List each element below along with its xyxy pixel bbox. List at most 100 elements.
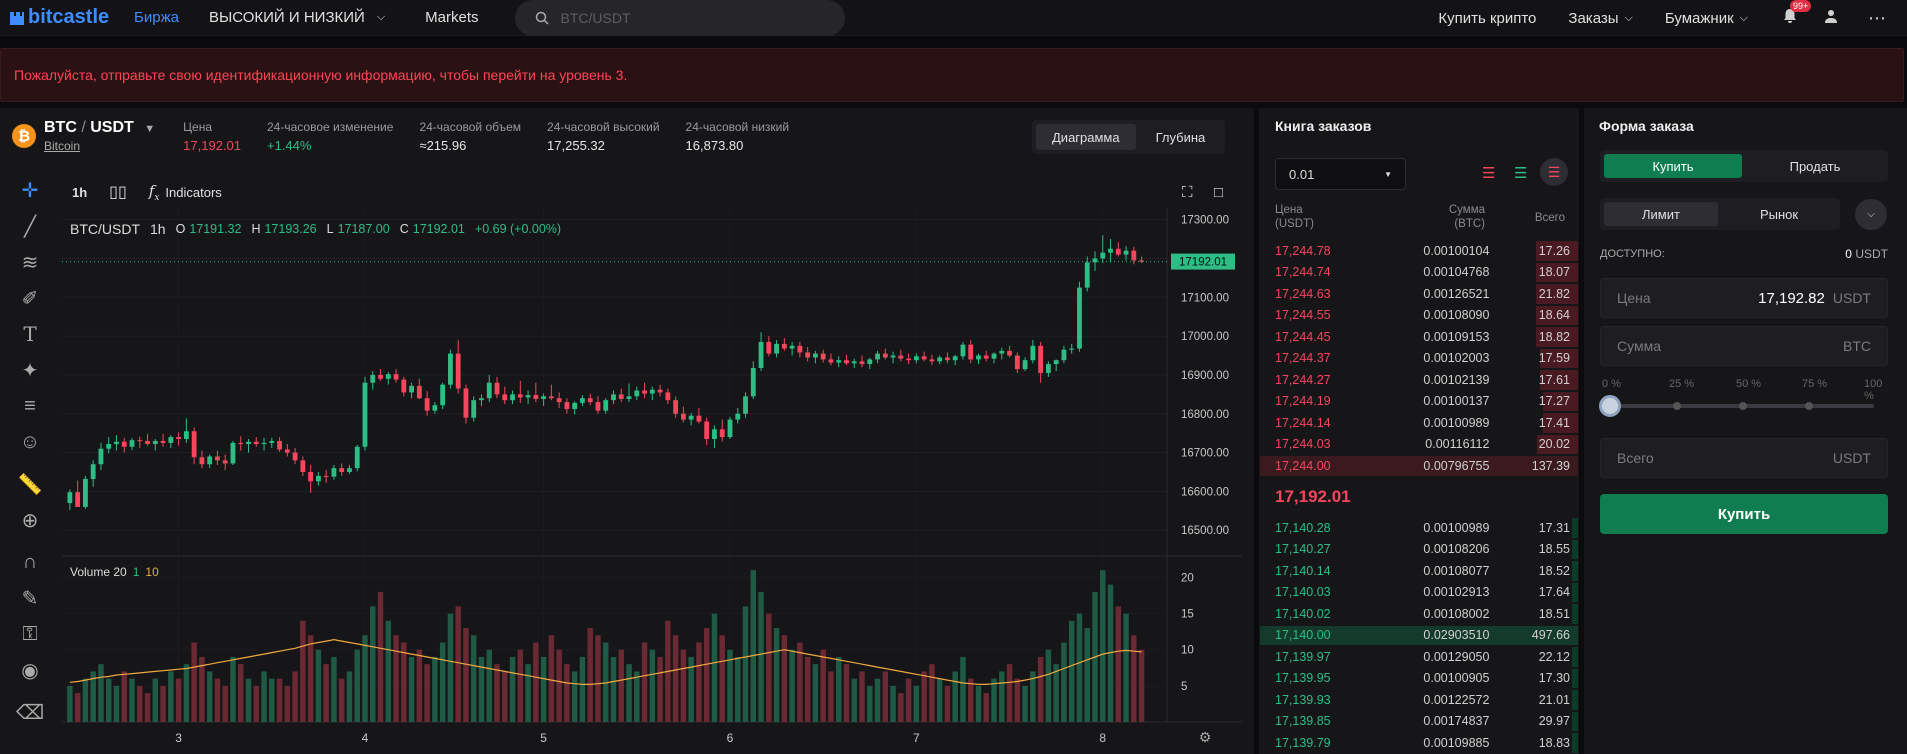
text-tool-icon[interactable]: T [23, 322, 37, 346]
price-field[interactable]: Цена 17,192.82 USDT [1600, 278, 1888, 318]
ask-row[interactable]: 17,244.74 0.00104768 18.07 [1260, 262, 1578, 284]
measure-lines-icon[interactable]: ≡ [24, 394, 36, 417]
view-asks-icon[interactable]: ☰ [1540, 158, 1568, 186]
crosshair-icon[interactable]: ✛ [21, 179, 39, 202]
indicators-button[interactable]: fx Indicators [149, 182, 222, 203]
row-price: 17,140.02 [1275, 606, 1331, 621]
pair-selector[interactable]: ₿ BTC / USDT ▼ Bitcoin [12, 119, 155, 153]
candle-body [525, 395, 531, 398]
interval-button[interactable]: 1h [72, 184, 88, 200]
candle-type-icon[interactable]: ▯▯ [109, 184, 127, 201]
ruler-icon[interactable]: 📏 [17, 473, 43, 496]
view-both-icon[interactable]: ☰ [1482, 165, 1496, 182]
more-dots-icon: ⋯ [1868, 7, 1887, 28]
candle-body [712, 429, 717, 439]
logo[interactable]: bitcastle [8, 6, 112, 29]
time-tick-label: 6 [727, 731, 734, 745]
bid-row[interactable]: 17,140.03 0.00102913 17.64 [1260, 582, 1578, 604]
nav-wallet[interactable]: Бумажник ⌵ [1665, 10, 1748, 27]
nav-orders[interactable]: Заказы ⌵ [1568, 10, 1632, 27]
buy-submit-button[interactable]: Купить [1600, 494, 1888, 534]
ask-row[interactable]: 17,244.03 0.00116112 20.02 [1260, 434, 1578, 456]
emoji-icon[interactable]: ☺ [19, 430, 41, 453]
volume-bar [261, 671, 267, 722]
ask-row[interactable]: 17,244.37 0.00102003 17.59 [1260, 348, 1578, 370]
user-button[interactable] [1824, 9, 1838, 28]
total-field[interactable]: Всего USDT [1600, 438, 1888, 478]
candle-body [253, 441, 259, 445]
fullscreen-icon[interactable]: ⛶ [1182, 183, 1193, 201]
bid-row[interactable]: 17,139.95 0.00100905 17.30 [1260, 668, 1578, 690]
notifications-button[interactable]: 99+ [1782, 0, 1812, 29]
ask-row[interactable]: 17,244.45 0.00109153 18.82 [1260, 326, 1578, 348]
ask-row[interactable]: 17,244.63 0.00126521 21.82 [1260, 283, 1578, 305]
pencil-lock-icon[interactable]: ✎ [21, 587, 39, 610]
candle-body [183, 431, 189, 439]
nav-markets[interactable]: Markets [425, 9, 478, 26]
tab-depth[interactable]: Глубина [1155, 129, 1206, 145]
volume-bar [936, 678, 943, 722]
bid-row[interactable]: 17,140.14 0.00108077 18.52 [1260, 560, 1578, 582]
tab-market[interactable]: Рынок [1759, 206, 1799, 222]
amount-field[interactable]: Сумма BTC [1600, 326, 1888, 366]
candle-body [385, 374, 391, 379]
amount-slider[interactable] [1599, 395, 1874, 417]
zoom-in-icon[interactable]: ⊕ [21, 509, 39, 532]
ask-row[interactable]: 17,244.27 0.00102139 17.61 [1260, 369, 1578, 391]
search-input[interactable] [560, 9, 821, 26]
coin-name-link[interactable]: Bitcoin [44, 139, 81, 153]
ask-row[interactable]: 17,244.19 0.00100137 17.27 [1260, 391, 1578, 413]
candle-body [991, 353, 997, 359]
candle-body [1100, 252, 1106, 259]
more-menu-button[interactable]: ⋯ [1868, 8, 1887, 29]
view-bids-icon[interactable]: ☰ [1514, 165, 1528, 182]
ask-row[interactable]: 17,244.55 0.00108090 18.64 [1260, 305, 1578, 327]
bid-row[interactable]: 17,140.27 0.00108206 18.55 [1260, 539, 1578, 561]
volume-bar [828, 671, 834, 722]
nav-exchange[interactable]: Биржа [134, 9, 179, 26]
trendline-icon[interactable]: ╱ [23, 215, 37, 238]
pattern-tool-icon[interactable]: ✦ [21, 359, 39, 382]
volume-bar [183, 664, 190, 722]
bid-row[interactable]: 17,140.28 0.00100989 17.31 [1260, 517, 1578, 539]
row-price: 17,140.28 [1275, 520, 1331, 535]
price-chart[interactable]: 17300.0017200.0017100.0017000.0016900.00… [62, 208, 1242, 754]
tab-sell[interactable]: Продать [1789, 158, 1841, 174]
candle-body [1053, 360, 1059, 365]
search-box[interactable] [514, 0, 845, 36]
row-total: 18.83 [1538, 735, 1570, 750]
tab-buy[interactable]: Купить [1604, 154, 1742, 178]
magnet-icon[interactable]: ∩ [22, 550, 38, 573]
precision-select[interactable]: 0.01 ▼ [1275, 158, 1406, 190]
volume-bar [641, 642, 648, 722]
eye-icon[interactable]: ◉ [21, 659, 39, 682]
nav-buy-crypto[interactable]: Купить крипто [1438, 10, 1536, 27]
ask-row[interactable]: 17,244.78 0.00100104 17.26 [1260, 240, 1578, 262]
bid-row[interactable]: 17,140.00 0.02903510 497.66 [1260, 625, 1578, 647]
candle-body [913, 356, 919, 361]
slider-stop-75[interactable] [1805, 402, 1813, 410]
bid-row[interactable]: 17,139.85 0.00174837 29.97 [1260, 711, 1578, 733]
ask-row[interactable]: 17,244.14 0.00100989 17.41 [1260, 412, 1578, 434]
bid-row[interactable]: 17,140.02 0.00108002 18.51 [1260, 603, 1578, 625]
gear-icon[interactable]: ⚙ [1199, 729, 1212, 745]
bid-row[interactable]: 17,139.79 0.00109885 18.83 [1260, 732, 1578, 754]
camera-icon[interactable]: □ [1214, 183, 1224, 201]
brush-icon[interactable]: ✐ [21, 287, 39, 310]
tab-limit[interactable]: Лимит [1604, 202, 1718, 226]
bid-row[interactable]: 17,139.93 0.00122572 21.01 [1260, 689, 1578, 711]
slider-stop-25[interactable] [1673, 402, 1681, 410]
tab-chart[interactable]: Диаграмма [1036, 124, 1136, 150]
order-type-more-button[interactable]: ⌵ [1855, 199, 1887, 230]
candle-body [813, 353, 818, 358]
slider-thumb[interactable] [1599, 395, 1621, 417]
trash-icon[interactable]: ⌫ [15, 701, 45, 724]
nav-high-low[interactable]: ВЫСОКИЙ И НИЗКИЙ ⌵ [209, 9, 385, 26]
fib-tool-icon[interactable]: ≋ [21, 251, 39, 274]
ask-row[interactable]: 17,244.00 0.00796755 137.39 [1260, 455, 1578, 477]
lock-icon[interactable]: ⚿ [22, 622, 38, 645]
bid-row[interactable]: 17,139.97 0.00129050 22.12 [1260, 646, 1578, 668]
slider-stop-50[interactable] [1739, 402, 1747, 410]
candle-body [743, 396, 748, 414]
row-total: 20.02 [1538, 437, 1570, 452]
